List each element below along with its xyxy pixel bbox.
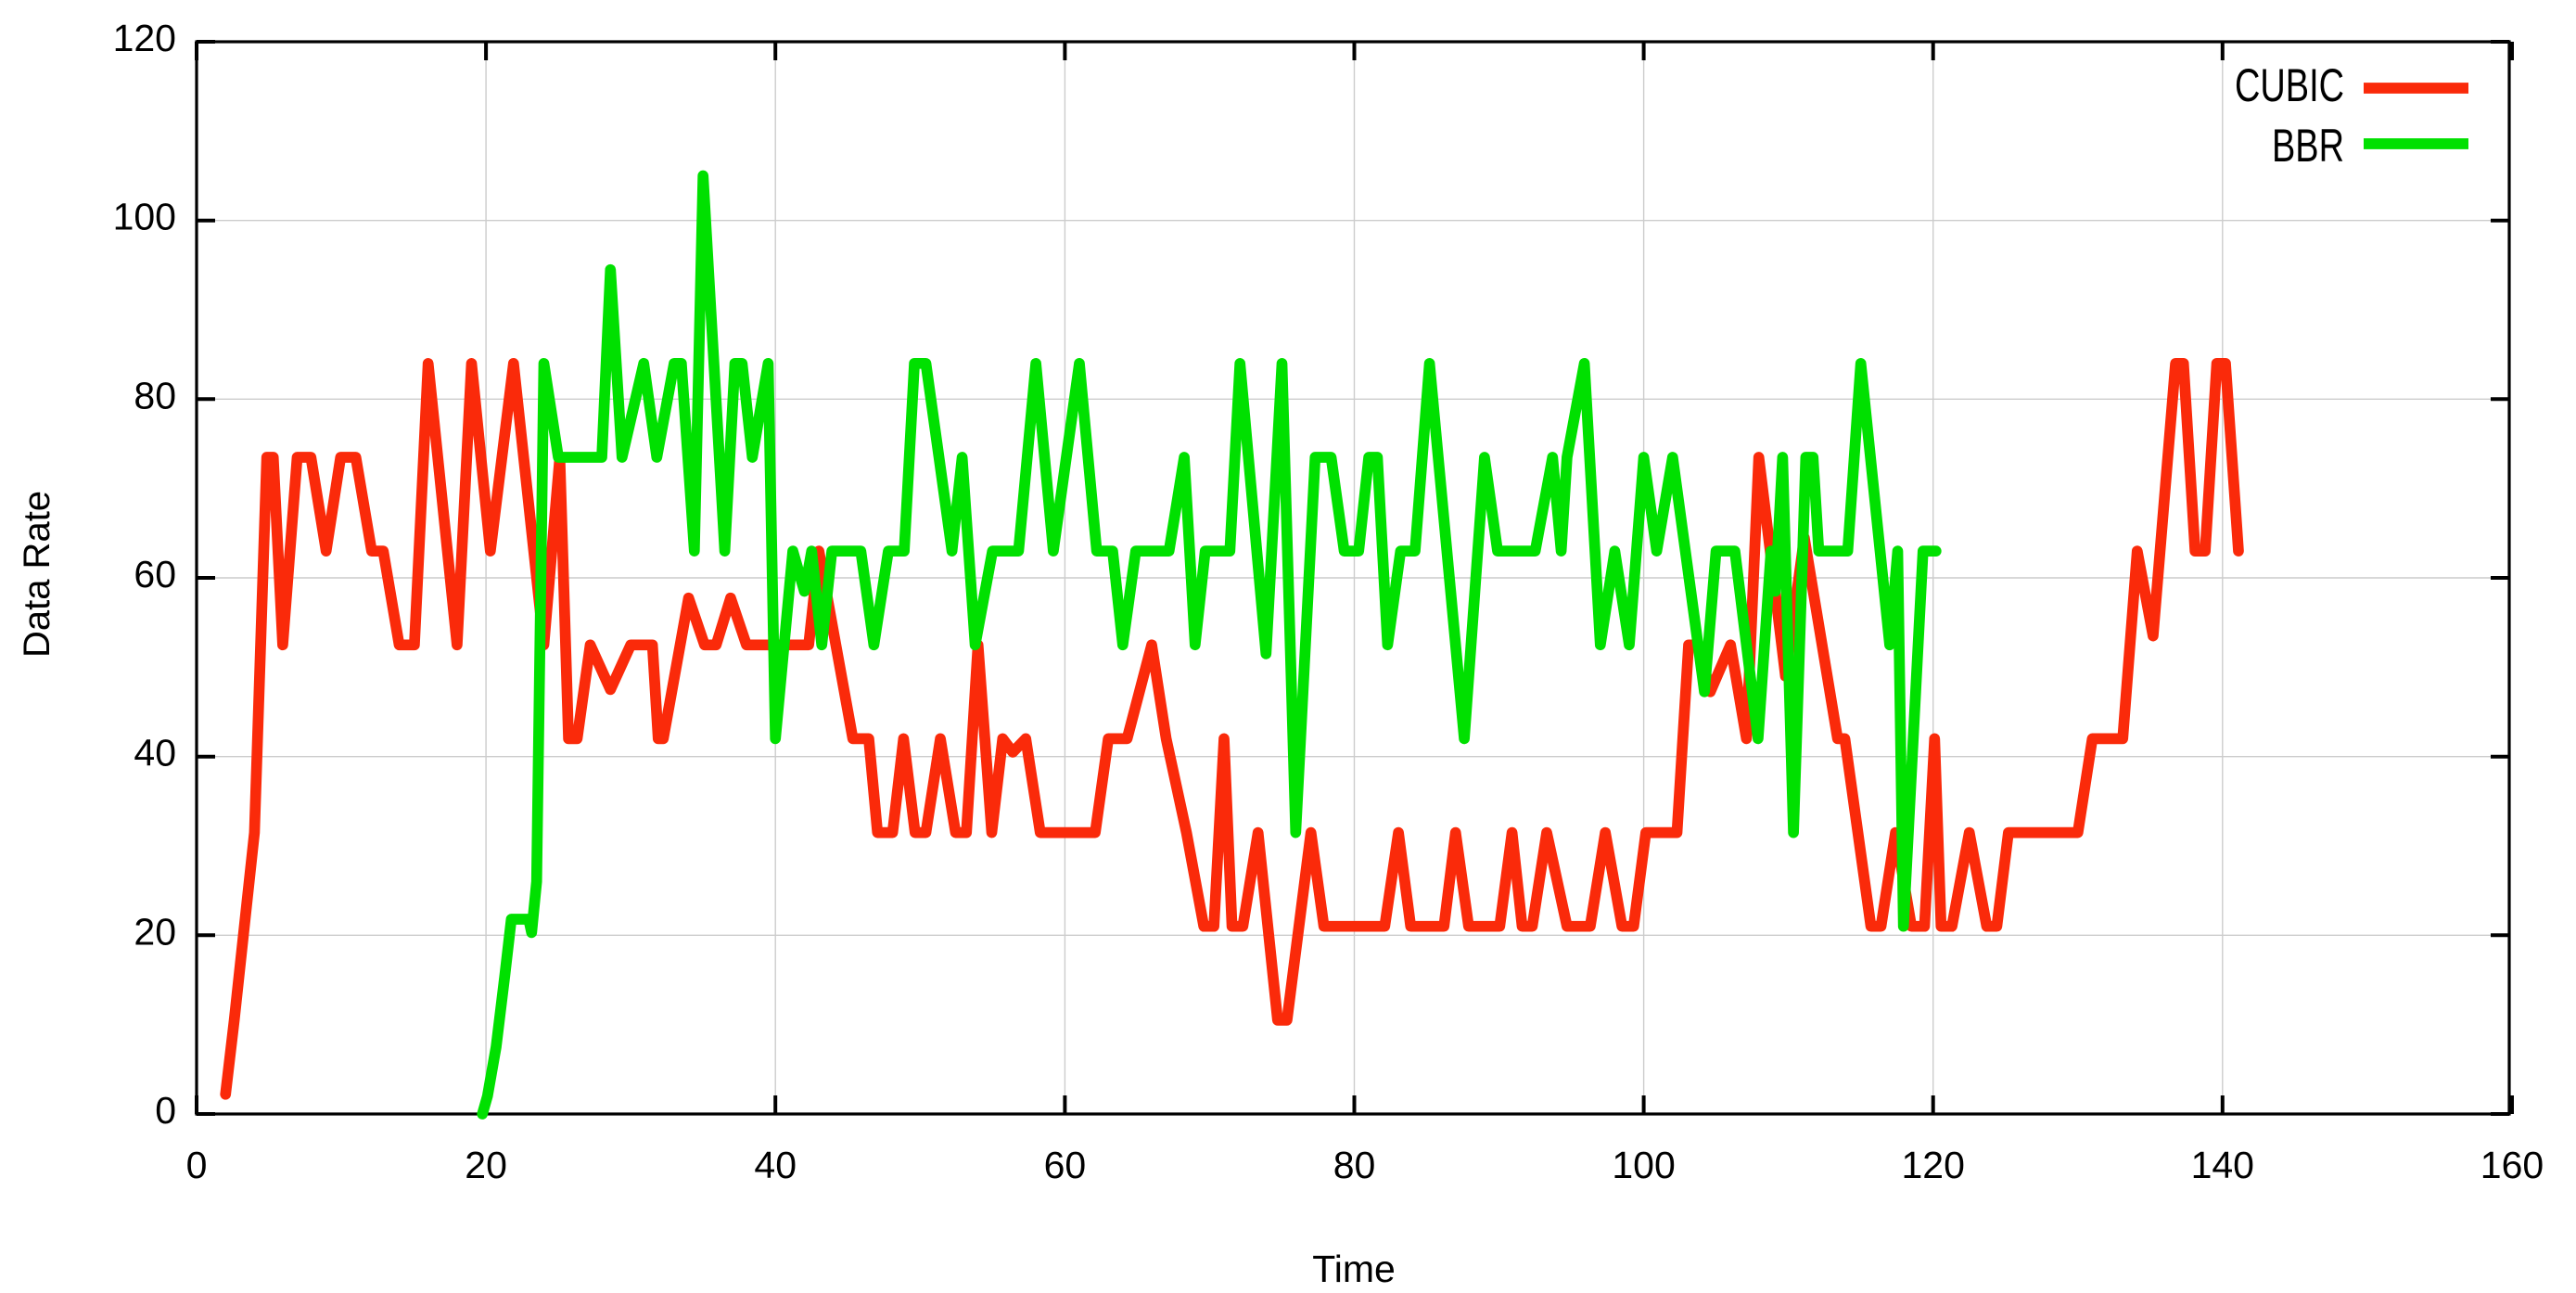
svg-text:140: 140 (2191, 1144, 2254, 1186)
svg-text:40: 40 (754, 1144, 797, 1186)
svg-text:20: 20 (134, 910, 176, 953)
svg-text:120: 120 (113, 17, 176, 59)
svg-text:40: 40 (134, 732, 176, 775)
svg-text:20: 20 (465, 1144, 507, 1186)
svg-text:100: 100 (113, 196, 176, 238)
svg-text:0: 0 (155, 1089, 176, 1132)
svg-text:80: 80 (1333, 1144, 1376, 1186)
svg-text:CUBIC: CUBIC (2235, 59, 2344, 111)
svg-text:60: 60 (1044, 1144, 1087, 1186)
svg-text:60: 60 (134, 553, 176, 595)
svg-text:Data Rate: Data Rate (17, 491, 57, 658)
svg-text:120: 120 (1901, 1144, 1964, 1186)
svg-text:100: 100 (1612, 1144, 1675, 1186)
svg-text:160: 160 (2480, 1144, 2544, 1186)
svg-text:0: 0 (186, 1144, 208, 1186)
svg-text:Time: Time (1312, 1248, 1396, 1288)
svg-text:BBR: BBR (2272, 120, 2344, 172)
svg-text:80: 80 (134, 374, 176, 416)
